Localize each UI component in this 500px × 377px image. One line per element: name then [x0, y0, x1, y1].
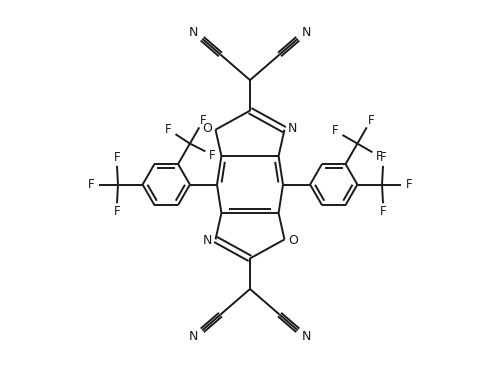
- Text: N: N: [302, 26, 311, 39]
- Text: F: F: [210, 149, 216, 162]
- Text: F: F: [165, 123, 172, 136]
- Text: F: F: [380, 205, 386, 218]
- Text: F: F: [88, 178, 94, 191]
- Text: F: F: [200, 113, 207, 127]
- Text: N: N: [302, 330, 311, 343]
- Text: N: N: [189, 26, 198, 39]
- Text: F: F: [114, 205, 120, 218]
- Text: O: O: [202, 122, 212, 135]
- Text: F: F: [368, 113, 374, 127]
- Text: N: N: [189, 330, 198, 343]
- Text: F: F: [380, 151, 386, 164]
- Text: O: O: [288, 234, 298, 247]
- Text: F: F: [406, 178, 412, 191]
- Text: F: F: [376, 150, 383, 163]
- Text: F: F: [332, 124, 338, 137]
- Text: N: N: [202, 234, 212, 247]
- Text: N: N: [288, 122, 298, 135]
- Text: F: F: [114, 151, 120, 164]
